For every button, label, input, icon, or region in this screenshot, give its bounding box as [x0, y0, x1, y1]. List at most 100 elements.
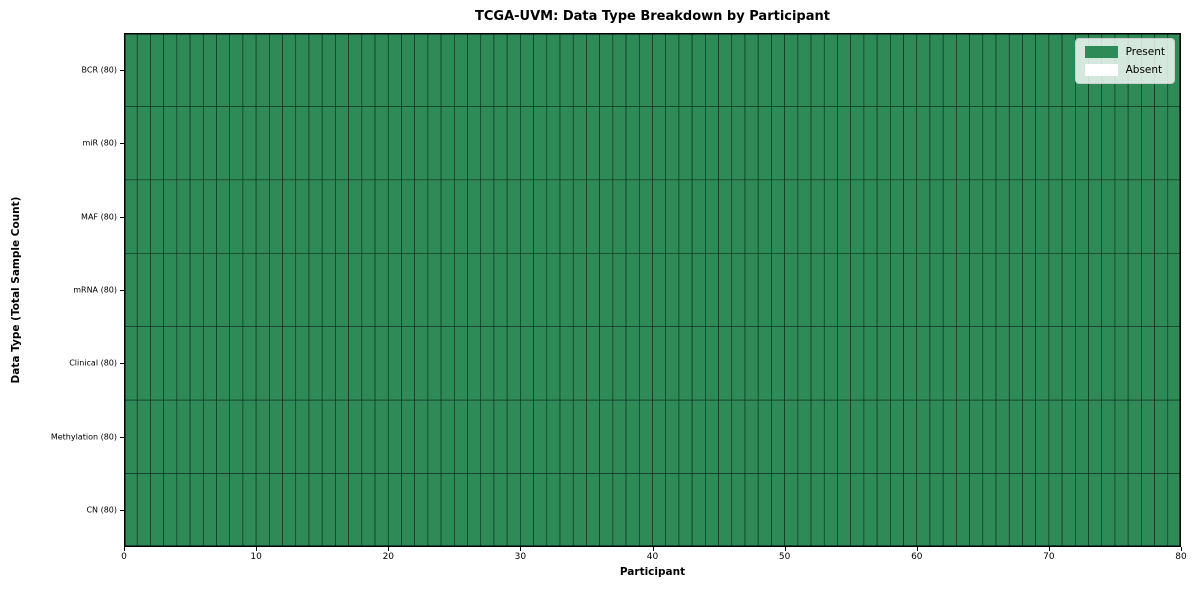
heatmap-cell	[850, 179, 865, 254]
heatmap-cell	[942, 473, 957, 547]
heatmap-cell	[586, 473, 600, 547]
heatmap-cell	[282, 399, 297, 474]
heatmap-cell	[480, 326, 495, 401]
heatmap-cell	[797, 473, 812, 547]
x-tick-mark	[784, 547, 786, 551]
heatmap-cell	[440, 33, 455, 107]
y-tick-label: BCR (80)	[81, 65, 117, 75]
heatmap-grid	[124, 33, 1181, 547]
heatmap-cell	[837, 106, 851, 181]
heatmap-cell	[1127, 179, 1142, 254]
heatmap-cell	[995, 473, 1010, 547]
heatmap-cell	[440, 399, 455, 474]
heatmap-cell	[216, 326, 230, 401]
heatmap-cell	[229, 473, 244, 547]
heatmap-cell	[956, 399, 970, 474]
heatmap-cell	[982, 252, 997, 328]
heatmap-cell	[269, 179, 283, 254]
heatmap-cell	[771, 326, 785, 401]
heatmap-cell	[916, 326, 931, 401]
heatmap-cell	[308, 473, 323, 547]
heatmap-cell	[136, 106, 151, 181]
heatmap-cell	[784, 252, 799, 328]
legend-label-present: Present	[1125, 46, 1165, 58]
heatmap-cell	[124, 106, 138, 181]
heatmap-cell	[625, 33, 640, 107]
heatmap-cell	[876, 33, 891, 107]
heatmap-cell	[387, 473, 402, 547]
heatmap-cell	[797, 399, 812, 474]
heatmap-cell	[1127, 252, 1142, 328]
heatmap-cell	[348, 473, 363, 547]
heatmap-cell	[216, 252, 230, 328]
heatmap-cell	[956, 326, 970, 401]
heatmap-cell	[1035, 33, 1050, 107]
heatmap-cell	[572, 473, 587, 547]
heatmap-cell	[678, 33, 693, 107]
heatmap-cell	[1141, 326, 1155, 401]
heatmap-cell	[890, 106, 904, 181]
heatmap-cell	[374, 252, 389, 328]
heatmap-cell	[876, 399, 891, 474]
heatmap-cell	[1022, 326, 1036, 401]
heatmap-cell	[480, 399, 495, 474]
heatmap-cell	[1088, 326, 1103, 401]
heatmap-cell	[308, 252, 323, 328]
heatmap-cell	[1074, 326, 1089, 401]
heatmap-cell	[1154, 106, 1169, 181]
y-tick-mark	[120, 363, 124, 365]
heatmap-cell	[163, 252, 178, 328]
heatmap-cell	[1048, 473, 1063, 547]
heatmap-cell	[493, 399, 508, 474]
heatmap-cell	[150, 33, 164, 107]
heatmap-cell	[1035, 252, 1050, 328]
heatmap-cell	[374, 33, 389, 107]
heatmap-cell	[599, 326, 614, 401]
heatmap-cell	[242, 179, 257, 254]
heatmap-cell	[916, 179, 931, 254]
heatmap-cell	[229, 106, 244, 181]
heatmap-cell	[863, 106, 878, 181]
heatmap-cell	[1061, 179, 1076, 254]
heatmap-cell	[599, 252, 614, 328]
y-tick-mark	[120, 290, 124, 291]
heatmap-cell	[837, 179, 851, 254]
heatmap-cell	[202, 326, 217, 401]
heatmap-cell	[1048, 33, 1063, 107]
heatmap-cell	[1061, 399, 1076, 474]
heatmap-cell	[599, 106, 614, 181]
heatmap-cell	[876, 106, 891, 181]
heatmap-cell	[665, 106, 680, 181]
legend: Present Absent	[1074, 38, 1175, 84]
heatmap-cell	[282, 33, 297, 107]
heatmap-cell	[942, 399, 957, 474]
heatmap-cell	[295, 399, 310, 474]
heatmap-cell	[454, 399, 468, 474]
heatmap-cell	[1141, 473, 1155, 547]
heatmap-cell	[572, 252, 587, 328]
heatmap-cell	[810, 33, 825, 107]
heatmap-cell	[1048, 252, 1063, 328]
heatmap-cell	[903, 106, 918, 181]
heatmap-cell	[216, 179, 230, 254]
heatmap-cell	[810, 326, 825, 401]
heatmap-cell	[282, 179, 297, 254]
heatmap-cell	[1088, 252, 1103, 328]
heatmap-cell	[401, 179, 415, 254]
heatmap-cell	[124, 399, 138, 474]
heatmap-cell	[427, 106, 442, 181]
heatmap-cell	[480, 106, 495, 181]
heatmap-cell	[427, 179, 442, 254]
heatmap-cell	[1048, 179, 1063, 254]
heatmap-cell	[705, 473, 719, 547]
heatmap-cell	[506, 399, 521, 474]
heatmap-cell	[903, 252, 918, 328]
heatmap-cell	[1074, 473, 1089, 547]
heatmap-cell	[348, 33, 363, 107]
heatmap-cell	[414, 399, 429, 474]
heatmap-cell	[586, 399, 600, 474]
heatmap-cell	[1127, 473, 1142, 547]
heatmap-cell	[652, 326, 667, 401]
heatmap-cell	[1127, 326, 1142, 401]
heatmap-cell	[229, 33, 244, 107]
